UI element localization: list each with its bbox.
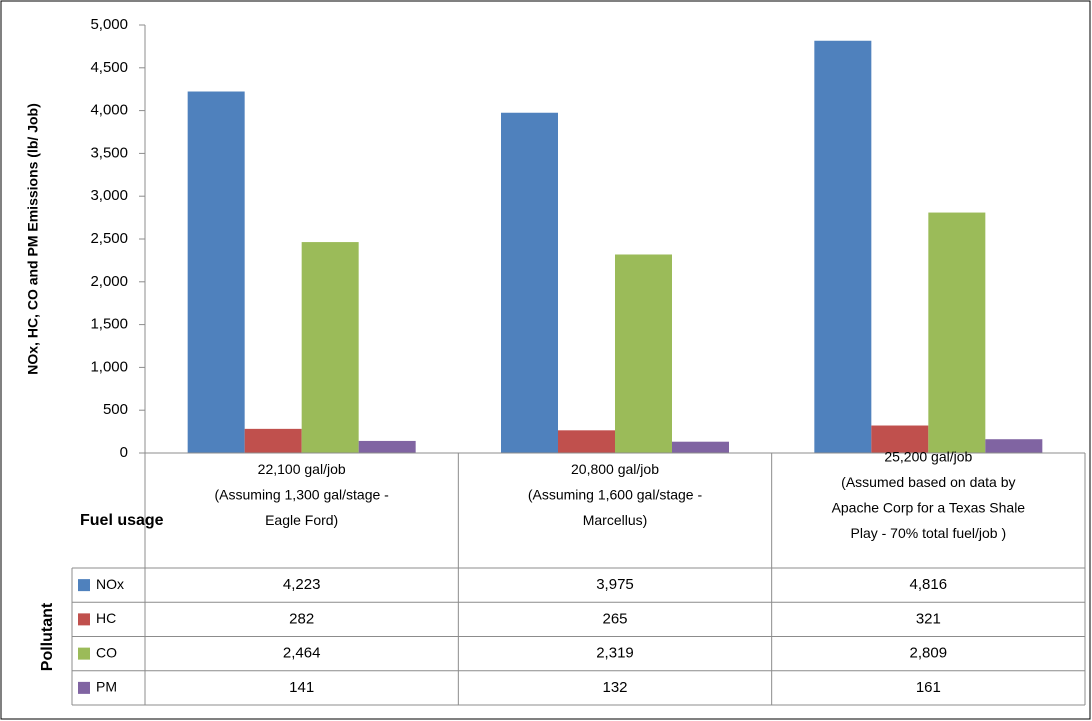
table-value: 265 xyxy=(602,610,627,627)
y-tick-label: 4,000 xyxy=(90,102,128,119)
table-value: 2,319 xyxy=(596,645,634,662)
row-header: Fuel usage xyxy=(80,512,164,529)
y-axis-label: NOx, HC, CO and PM Emissions (lb/ Job) xyxy=(25,103,41,374)
table-value: 282 xyxy=(289,610,314,627)
y-tick-label: 1,500 xyxy=(90,316,128,333)
y-tick-label: 3,500 xyxy=(90,144,128,161)
y-tick-label: 4,500 xyxy=(90,59,128,76)
series-header: Pollutant xyxy=(39,602,56,671)
legend-label: PM xyxy=(96,679,117,695)
category-label: (Assuming 1,300 gal/stage - xyxy=(215,487,390,503)
y-tick-label: 2,500 xyxy=(90,230,128,247)
category-label: (Assumed based on data by xyxy=(841,474,1015,490)
legend-swatch xyxy=(78,613,90,626)
y-tick-label: 500 xyxy=(103,401,128,418)
y-tick-label: 2,000 xyxy=(90,273,128,290)
category-label: Marcellus) xyxy=(583,512,648,528)
y-tick-label: 3,000 xyxy=(90,187,128,204)
y-tick-label: 0 xyxy=(120,444,128,461)
category-label: 20,800 gal/job xyxy=(571,461,659,477)
category-label: 22,100 gal/job xyxy=(258,461,346,477)
legend-swatch xyxy=(78,579,90,592)
legend-label: NOx xyxy=(96,576,124,592)
table-value: 2,464 xyxy=(283,645,321,662)
bar xyxy=(358,440,416,453)
legend-swatch xyxy=(78,647,90,660)
table-value: 321 xyxy=(916,610,941,627)
bar xyxy=(301,242,359,453)
category-label: Apache Corp for a Texas Shale xyxy=(832,499,1026,515)
table-value: 141 xyxy=(289,679,314,696)
legend-label: HC xyxy=(96,610,116,626)
legend-swatch xyxy=(78,681,90,694)
table-value: 3,975 xyxy=(596,576,634,593)
bar xyxy=(501,112,558,454)
bar xyxy=(558,430,615,453)
category-label: (Assuming 1,600 gal/stage - xyxy=(528,487,703,503)
table-value: 132 xyxy=(602,679,627,696)
y-tick-label: 1,000 xyxy=(90,358,128,375)
bar xyxy=(187,91,245,453)
bar xyxy=(928,212,986,453)
category-label: 25,200 gal/job xyxy=(884,448,972,464)
category-label: Eagle Ford) xyxy=(265,512,338,528)
bar xyxy=(615,254,672,453)
bar xyxy=(244,428,302,453)
bar xyxy=(985,439,1043,453)
legend-label: CO xyxy=(96,644,117,660)
table-value: 2,809 xyxy=(910,645,948,662)
y-tick-label: 5,000 xyxy=(90,16,128,33)
bar xyxy=(871,425,929,453)
bar xyxy=(814,40,872,454)
table-value: 4,816 xyxy=(910,576,948,593)
table-value: 161 xyxy=(916,679,941,696)
bar xyxy=(672,441,729,453)
category-label: Play - 70% total fuel/job ) xyxy=(851,525,1007,541)
table-value: 4,223 xyxy=(283,576,321,593)
